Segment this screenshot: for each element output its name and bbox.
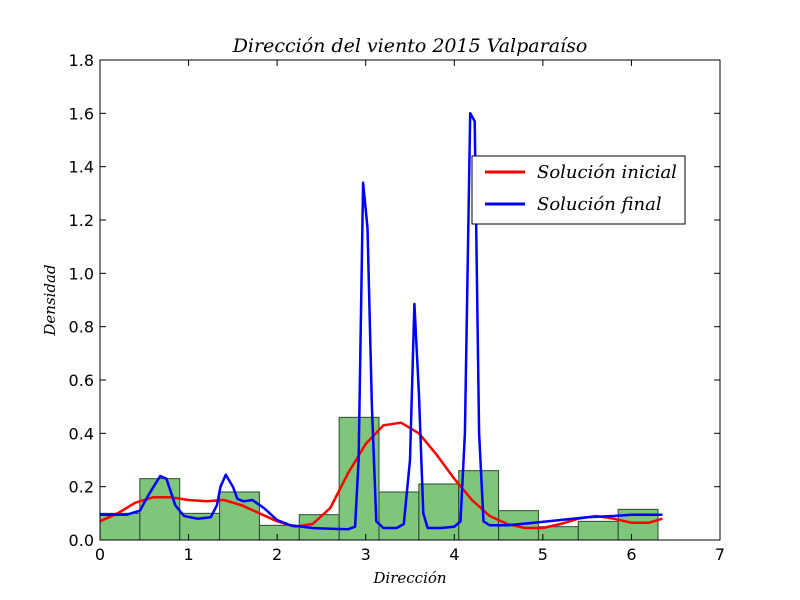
x-tick-label: 3: [361, 545, 371, 564]
x-tick-label: 1: [183, 545, 193, 564]
y-axis-ticks: 0.0 0.2 0.4 0.6 0.8 1.0 1.2 1.4 1.6 1.8: [69, 51, 720, 550]
legend-label-final: Solución final: [537, 194, 662, 215]
x-tick-label: 4: [449, 545, 459, 564]
histogram-bar-4: [258, 524, 300, 541]
y-tick-label: 0.4: [69, 424, 94, 443]
y-tick-label: 0.2: [69, 478, 94, 497]
y-tick-label: 0.0: [69, 531, 94, 550]
y-tick-label: 1.6: [69, 104, 94, 123]
y-tick-label: 1.2: [69, 211, 94, 230]
y-axis-label: Densidad: [41, 264, 59, 336]
series-line-final: [100, 112, 663, 531]
legend-box: [471, 155, 686, 225]
x-tick-label: 2: [272, 545, 282, 564]
density-lines: [99, 112, 663, 531]
x-tick-label: 0: [95, 545, 105, 564]
y-tick-label: 1.4: [69, 158, 94, 177]
histogram-bar-7: [378, 491, 420, 541]
legend-label-initial: Solución inicial: [537, 162, 677, 183]
x-tick-label: 6: [626, 545, 636, 564]
plot-frame: [99, 59, 721, 541]
y-tick-label: 0.8: [69, 318, 94, 337]
x-axis-ticks: 0 1 2 3 4 5 6 7: [95, 60, 725, 564]
y-tick-label: 0.6: [69, 371, 94, 390]
x-tick-label: 7: [715, 545, 725, 564]
x-axis-label: Dirección: [372, 569, 446, 587]
chart-title: Dirección del viento 2015 Valparaíso: [232, 35, 588, 57]
y-tick-label: 1.0: [69, 264, 94, 283]
legend: Solución inicial Solución final: [471, 155, 686, 225]
histogram-bar-1: [139, 478, 181, 541]
histogram-bar-8: [418, 483, 460, 541]
histogram-bar-12: [577, 520, 619, 541]
x-tick-label: 5: [538, 545, 548, 564]
y-tick-label: 1.8: [69, 51, 94, 70]
series-line-initial: [99, 421, 663, 530]
